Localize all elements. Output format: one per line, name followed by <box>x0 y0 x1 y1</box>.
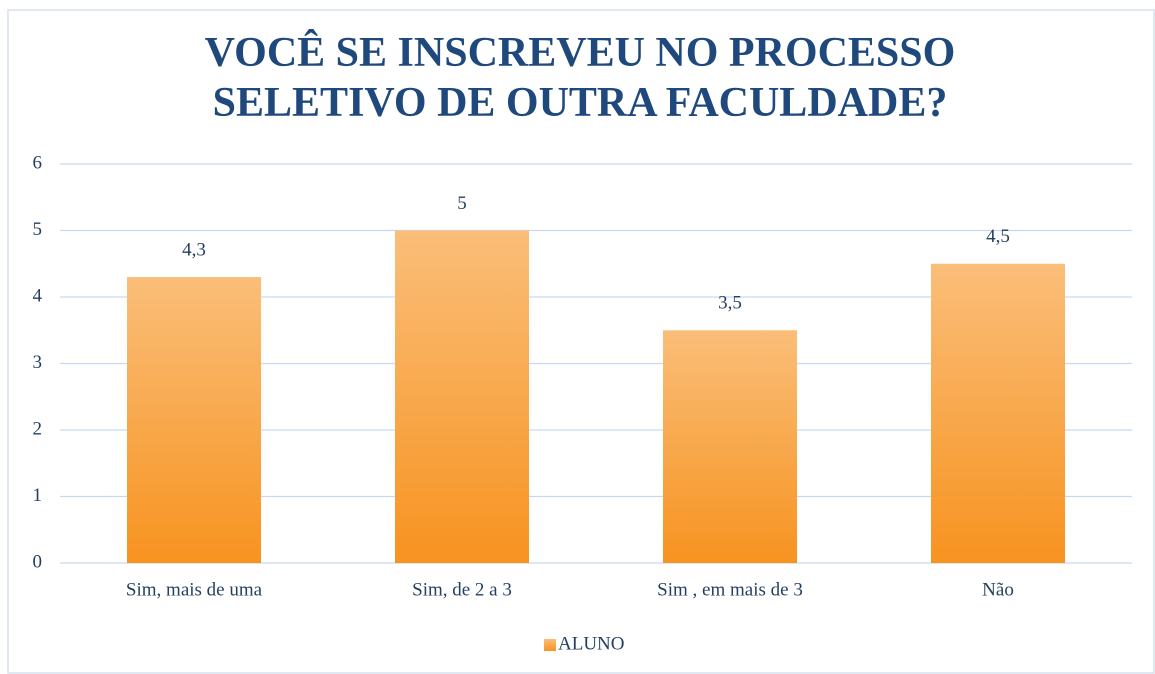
data-label: 4,5 <box>986 226 1010 247</box>
chart-border <box>7 9 1155 674</box>
data-label: 4,3 <box>182 239 206 260</box>
bar <box>931 263 1065 563</box>
legend-swatch <box>544 639 556 651</box>
y-tick-label: 5 <box>33 219 43 240</box>
y-tick-label: 2 <box>33 418 43 439</box>
x-tick-label: Sim , em mais de 3 <box>657 579 803 600</box>
bar <box>395 230 529 563</box>
y-tick-label: 4 <box>33 285 43 306</box>
bar <box>663 330 797 563</box>
x-tick-label: Sim, de 2 a 3 <box>412 579 512 600</box>
y-tick-label: 6 <box>33 152 43 173</box>
x-tick-label: Sim, mais de uma <box>126 579 263 600</box>
y-tick-label: 3 <box>33 352 43 373</box>
chart-title: VOCÊ SE INSCREVEU NO PROCESSO SELETIVO D… <box>204 30 956 126</box>
y-tick-label: 0 <box>33 551 43 572</box>
data-label: 5 <box>457 193 467 214</box>
y-tick-label: 1 <box>33 485 43 506</box>
bar <box>127 277 261 563</box>
x-tick-label: Não <box>982 579 1014 600</box>
data-label: 3,5 <box>718 293 742 314</box>
legend-label: ALUNO <box>558 633 625 654</box>
